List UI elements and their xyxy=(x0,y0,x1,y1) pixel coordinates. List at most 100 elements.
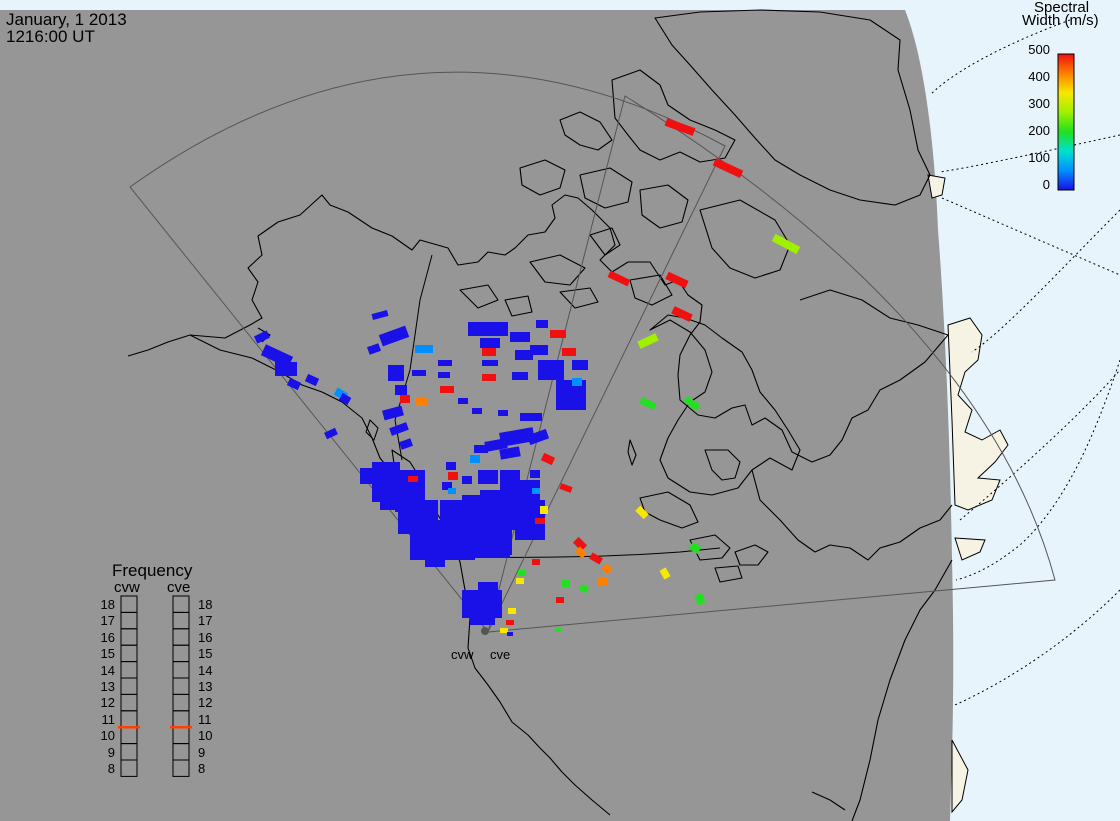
radar-echo xyxy=(492,530,512,555)
radar-site-label: cve xyxy=(490,647,511,662)
radar-echo xyxy=(540,506,548,514)
radar-echo xyxy=(572,378,582,386)
radar-echo xyxy=(556,597,564,603)
radar-echo xyxy=(500,628,508,633)
radar-echo xyxy=(589,552,603,565)
frequency-radar-label: cve xyxy=(167,579,191,596)
frequency-tick: 18 xyxy=(198,597,213,612)
frequency-tick: 13 xyxy=(198,679,213,694)
radar-echo xyxy=(532,559,540,565)
radar-echo xyxy=(478,470,498,484)
radar-echo xyxy=(472,408,482,414)
radar-echo xyxy=(671,306,693,322)
radar-echo xyxy=(607,270,631,287)
radar-echo xyxy=(664,118,696,136)
radar-echo xyxy=(540,452,556,466)
radar-echo xyxy=(382,405,404,421)
radar-echo xyxy=(510,332,530,342)
frequency-cell xyxy=(120,759,138,777)
date-label: January, 1 2013 xyxy=(6,10,127,29)
frequency-tick: 15 xyxy=(198,646,213,662)
radar-echo xyxy=(498,410,508,416)
radar-echo xyxy=(518,570,526,576)
radar-echo xyxy=(474,445,488,453)
radar-echo xyxy=(555,628,561,632)
radar-echo xyxy=(771,233,801,255)
radar-echo xyxy=(572,360,588,370)
colorbar-tick: 0 xyxy=(1042,177,1050,192)
radar-echo xyxy=(438,360,452,366)
radar-echo xyxy=(535,518,545,524)
radar-echo xyxy=(482,360,498,366)
frequency-tick: 16 xyxy=(198,629,213,645)
radar-echo xyxy=(639,396,657,411)
radar-echo xyxy=(398,438,414,450)
radar-echo xyxy=(665,271,689,289)
radar-echo xyxy=(526,428,550,446)
time-label: 1216:00 UT xyxy=(6,27,95,46)
colorbar-tick: 400 xyxy=(1028,69,1050,84)
radar-echo xyxy=(574,546,588,559)
radar-echo xyxy=(395,385,407,395)
radar-echo xyxy=(500,470,520,482)
frequency-tick: 12 xyxy=(198,695,213,711)
radar-echo xyxy=(448,488,456,494)
radar-echo xyxy=(412,370,426,376)
frequency-tick: 10 xyxy=(198,728,213,744)
colorbar-tick: 500 xyxy=(1028,42,1050,57)
colorbar-title-line1: Spectral xyxy=(1034,0,1090,16)
colorbar-tick: 100 xyxy=(1028,150,1050,165)
day-side-land xyxy=(927,174,1009,814)
frequency-tick: 8 xyxy=(198,761,206,776)
radar-sites xyxy=(481,627,489,635)
frequency-tick: 15 xyxy=(100,646,115,662)
radar-echo xyxy=(482,374,496,381)
radar-echo xyxy=(712,158,744,178)
radar-echoes xyxy=(253,118,801,636)
radar-echo xyxy=(324,427,338,440)
radar-echo xyxy=(378,325,410,347)
radar-echo xyxy=(260,344,294,368)
radar-echo xyxy=(694,592,706,606)
magnetic-gridlines xyxy=(929,19,1120,706)
radar-echo xyxy=(470,455,480,463)
colorbar-tick: 300 xyxy=(1028,96,1050,111)
frequency-tick: 14 xyxy=(198,662,213,678)
frequency-tick: 9 xyxy=(198,744,206,760)
radar-echo xyxy=(601,563,613,575)
radar-echo xyxy=(400,395,410,403)
radar-echo xyxy=(389,422,409,436)
frequency-title: Frequency xyxy=(112,561,193,580)
radar-echo xyxy=(559,483,573,493)
radar-echo xyxy=(415,398,427,406)
frequency-radar-label: cvw xyxy=(114,579,140,596)
colorbar-gradient xyxy=(1057,53,1075,191)
radar-echo xyxy=(462,476,472,484)
radar-echo xyxy=(442,482,452,490)
frequency-tick: 11 xyxy=(101,711,116,727)
radar-echo xyxy=(482,348,496,356)
frequency-tick: 8 xyxy=(107,761,115,776)
radar-echo xyxy=(360,468,378,484)
radar-echo xyxy=(507,632,513,636)
radar-echo xyxy=(597,577,607,585)
radar-echo xyxy=(635,505,649,520)
radar-echo xyxy=(371,310,389,320)
radar-echo xyxy=(338,393,352,405)
radar-echo xyxy=(512,372,528,380)
radar-echo xyxy=(304,373,320,387)
spectral-width-colorbar xyxy=(1057,53,1075,191)
radar-echo xyxy=(562,348,576,356)
radar-echo xyxy=(688,542,702,554)
radar-echo xyxy=(506,620,514,625)
radar-echo xyxy=(508,608,516,614)
coastlines xyxy=(127,9,953,821)
radar-echo xyxy=(446,462,456,470)
radar-echo xyxy=(572,536,588,552)
radar-echo xyxy=(550,330,566,338)
radar-echo xyxy=(637,333,659,349)
radar-echo xyxy=(515,350,533,360)
radar-echo xyxy=(530,345,548,355)
radar-echo xyxy=(683,396,701,411)
